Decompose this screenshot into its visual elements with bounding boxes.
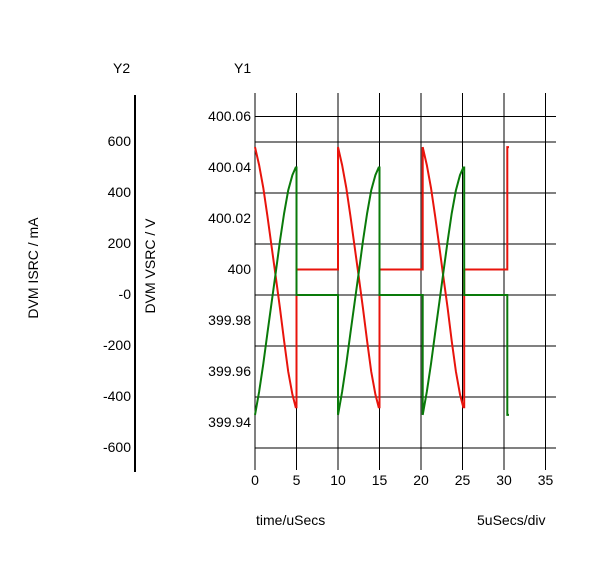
y2-tick-label: -0: [118, 286, 131, 302]
y1-tick-label: 400.04: [208, 158, 251, 175]
x-tick-label: 15: [371, 472, 388, 488]
y2-header: Y2: [113, 60, 131, 76]
y1-tick-label: 399.94: [208, 413, 251, 430]
y2-tick-label: 600: [107, 133, 131, 149]
y1-axis-title: DVM VSRC / V: [142, 218, 158, 314]
x-tick-label: 0: [251, 472, 259, 488]
y1-tick-label: 399.96: [208, 362, 251, 379]
y1-tick-label: 399.98: [208, 311, 251, 328]
series-layer: [254, 146, 509, 416]
y1-tick-label: 400.02: [208, 209, 251, 226]
y2-tick-label: 400: [107, 184, 131, 200]
y2-tick-label: 200: [107, 235, 131, 251]
grid: [254, 93, 556, 470]
voltage-series-line: [254, 146, 509, 409]
y2-tick-label: -400: [102, 388, 131, 404]
x-tick-label: 25: [454, 472, 471, 488]
y2-tick-label: -600: [102, 439, 131, 455]
x-scale-note: 5uSecs/div: [477, 512, 546, 528]
y2-axis-title: DVM ISRC / mA: [25, 217, 41, 319]
x-tick-label: 5: [292, 472, 301, 488]
y1-tick-label: 400: [227, 260, 251, 277]
y1-tick-label: 400.06: [208, 107, 251, 124]
y2-tick-label: -200: [102, 337, 131, 353]
x-tick-label: 30: [496, 472, 512, 488]
x-tick-label: 10: [330, 472, 346, 488]
x-axis-title: time/uSecs: [256, 512, 326, 528]
x-tick-label: 20: [413, 472, 429, 488]
y1-header: Y1: [234, 60, 252, 76]
current-series-line: [254, 166, 509, 416]
x-tick-label: 35: [537, 472, 554, 488]
